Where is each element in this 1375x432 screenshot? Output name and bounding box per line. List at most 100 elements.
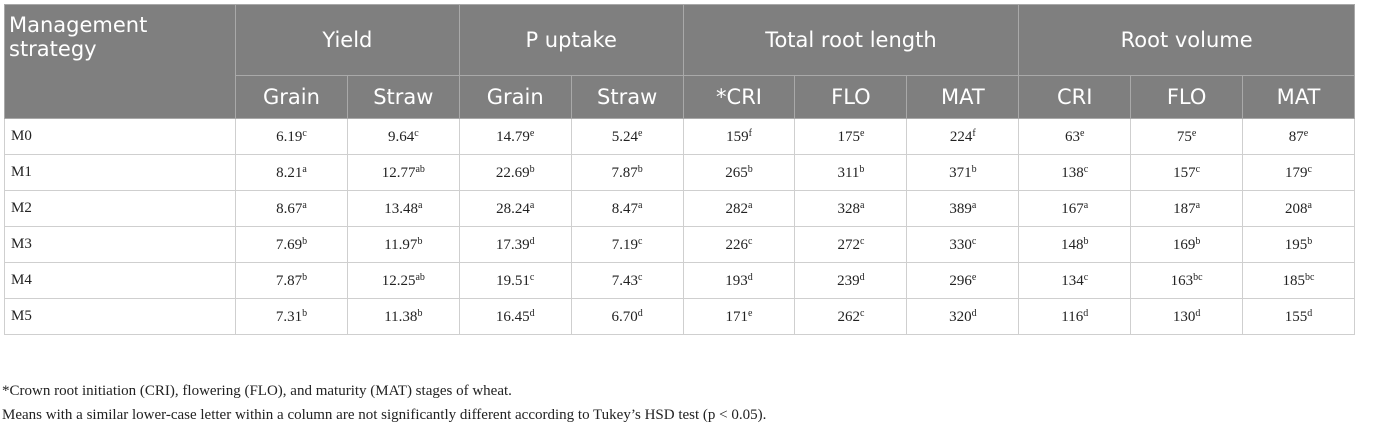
table-cell: 11.97b: [346, 226, 460, 263]
cell-value: 265: [725, 164, 748, 181]
table-cell: 7.19c: [570, 226, 684, 263]
table-cell: 330c: [906, 226, 1020, 263]
significance-letter: e: [1191, 127, 1197, 139]
table-cell: 185bc: [1242, 262, 1355, 299]
cell-value: 7.69: [275, 236, 303, 253]
cell-value: 175: [837, 128, 860, 145]
table-cell: 195b: [1242, 226, 1355, 263]
significance-letter: d: [1083, 307, 1089, 319]
table-cell: 8.67a: [235, 190, 348, 227]
table-cell: 134c: [1018, 262, 1132, 299]
table-cell: 28.24a: [458, 190, 572, 227]
cell-value: 16.45: [495, 308, 530, 325]
cell-value: 296: [949, 272, 972, 289]
subheader: FLO: [1130, 75, 1244, 119]
cell-value: 13.48: [384, 200, 418, 217]
cell-value: 12.77: [381, 164, 416, 181]
header-cell: Management strategy: [4, 4, 236, 119]
significance-letter: d: [859, 271, 865, 283]
significance-letter: ab: [415, 271, 425, 283]
cell-value: 169: [1172, 236, 1196, 253]
cell-value: 8.47: [611, 200, 639, 217]
table-cell: 371b: [906, 154, 1020, 191]
subheader: MAT: [906, 75, 1020, 119]
group-header: Root volume: [1018, 4, 1355, 76]
table-cell: 7.87b: [235, 262, 348, 299]
subheader: *CRI: [682, 75, 796, 119]
cell-value: 187: [1173, 200, 1196, 217]
cell-value: 7.31: [275, 308, 303, 325]
subheader: Straw: [346, 75, 460, 119]
cell-value: 7.19: [611, 236, 639, 253]
cell-value: 157: [1173, 164, 1196, 181]
table-cell: 187a: [1130, 190, 1244, 227]
table-cell: 296e: [906, 262, 1020, 299]
cell-value: 262: [837, 308, 860, 325]
subheader: Grain: [458, 75, 572, 119]
cell-value: 6.70: [611, 308, 638, 325]
significance-letter: a: [1083, 199, 1089, 211]
cell-value: 163: [1170, 272, 1194, 289]
table-cell: 7.87b: [570, 154, 684, 191]
cell-value: 328: [837, 200, 860, 217]
significance-letter: c: [414, 127, 419, 139]
subheader: MAT: [1242, 75, 1355, 119]
table-cell: 159f: [682, 118, 796, 155]
significance-letter: e: [748, 307, 753, 319]
table-cell: 8.47a: [570, 190, 684, 227]
significance-letter: b: [529, 163, 535, 175]
significance-letter: e: [1303, 127, 1309, 139]
significance-letter: c: [859, 235, 865, 247]
table-cell: 75e: [1130, 118, 1244, 155]
table-cell: 171e: [682, 298, 796, 335]
significance-letter: e: [638, 127, 643, 139]
cell-value: 272: [837, 236, 860, 253]
table-cell: 138c: [1018, 154, 1132, 191]
table-cell: 13.48a: [346, 190, 460, 227]
group-header: Total root length: [682, 4, 1020, 76]
cell-value: 11.38: [384, 308, 418, 325]
cell-value: 8.67: [276, 200, 303, 217]
significance-letter: c: [748, 235, 753, 247]
significance-letter: b: [747, 163, 753, 175]
table-row: M3 7.69b 11.97b 17.39d 7.19c 226c 272c 330c 148b…: [4, 226, 1355, 263]
table-body: M0 6.19c 9.64c 14.79e 5.24e 159f 175e 224f 63e 75…: [4, 118, 1355, 335]
significance-letter: c: [638, 271, 643, 283]
table-row: M4 7.87b 12.25ab 19.51c 7.43c 193d 239d 296e 134…: [4, 262, 1355, 299]
subheader: FLO: [794, 75, 908, 119]
table-cell: 265b: [682, 154, 796, 191]
significance-letter: a: [859, 199, 865, 211]
subheader-row: Grain Straw Grain Straw *CRI FLO MAT CRI FLO MAT: [5, 75, 1355, 119]
significance-letter: b: [302, 235, 308, 247]
table-cell: 11.38b: [346, 298, 460, 335]
significance-letter: bc: [1305, 271, 1315, 283]
table-cell: 169b: [1130, 226, 1244, 263]
row-label: M1: [4, 154, 236, 191]
header-row: Management strategy Yield P uptake Total r…: [4, 4, 1355, 119]
table-cell: 226c: [682, 226, 796, 263]
table-cell: 7.31b: [235, 298, 348, 335]
table-cell: 130d: [1130, 298, 1244, 335]
significance-letter: d: [529, 235, 535, 247]
significance-letter: c: [1307, 163, 1312, 175]
significance-letter: c: [1083, 163, 1089, 175]
cell-value: 239: [837, 272, 860, 289]
group-header: Yield: [235, 4, 460, 76]
table-cell: 148b: [1018, 226, 1132, 263]
cell-value: 226: [725, 236, 749, 253]
subheader: Grain: [235, 75, 348, 119]
cell-value: 320: [949, 308, 972, 325]
significance-letter: d: [747, 271, 753, 283]
table-cell: 17.39d: [458, 226, 572, 263]
table-cell: 262c: [794, 298, 908, 335]
cell-value: 63: [1065, 128, 1080, 145]
significance-letter: b: [417, 235, 423, 247]
table-cell: 239d: [794, 262, 908, 299]
significance-letter: d: [1195, 307, 1201, 319]
cell-value: 330: [949, 236, 972, 253]
significance-letter: d: [971, 307, 977, 319]
table-cell: 19.51c: [458, 262, 572, 299]
significance-letter: a: [302, 199, 307, 211]
cell-value: 185: [1282, 272, 1306, 289]
cell-value: 28.24: [496, 200, 530, 217]
